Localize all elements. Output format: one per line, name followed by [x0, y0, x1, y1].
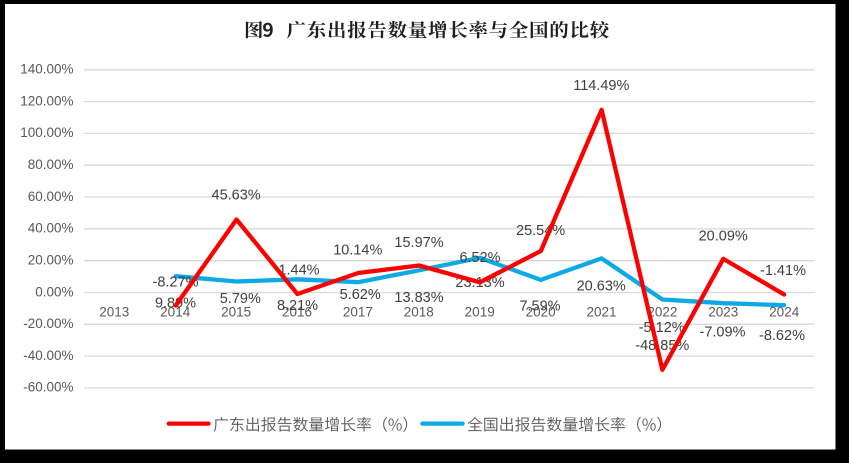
svg-text:100.00%: 100.00%	[20, 125, 73, 140]
svg-text:2017: 2017	[343, 305, 373, 320]
svg-text:2021: 2021	[586, 305, 616, 320]
svg-text:20.09%: 20.09%	[699, 229, 748, 245]
svg-text:10.14%: 10.14%	[333, 243, 382, 259]
svg-text:25.54%: 25.54%	[516, 223, 565, 239]
svg-text:2023: 2023	[708, 305, 738, 320]
svg-text:2019: 2019	[465, 305, 495, 320]
svg-text:1.44%: 1.44%	[278, 262, 319, 278]
svg-text:80.00%: 80.00%	[28, 157, 74, 172]
svg-text:-60.00%: -60.00%	[23, 380, 73, 395]
svg-text:-7.09%: -7.09%	[700, 324, 746, 340]
svg-text:2014: 2014	[160, 305, 191, 320]
svg-text:13.83%: 13.83%	[394, 290, 443, 306]
svg-text:2015: 2015	[221, 305, 251, 320]
svg-text:6.52%: 6.52%	[459, 250, 500, 266]
svg-text:2013: 2013	[99, 305, 129, 320]
svg-text:40.00%: 40.00%	[28, 221, 74, 236]
svg-text:5.62%: 5.62%	[340, 287, 381, 303]
svg-text:2018: 2018	[404, 305, 434, 320]
svg-text:-1.41%: -1.41%	[760, 263, 806, 279]
svg-text:-20.00%: -20.00%	[23, 316, 73, 331]
svg-text:-40.00%: -40.00%	[23, 348, 73, 363]
svg-text:20.63%: 20.63%	[577, 279, 626, 295]
svg-text:20.00%: 20.00%	[28, 253, 74, 268]
svg-text:0.00%: 0.00%	[35, 284, 73, 299]
svg-text:2016: 2016	[282, 305, 312, 320]
svg-text:2024: 2024	[769, 305, 800, 320]
svg-text:7.59%: 7.59%	[519, 298, 560, 314]
svg-text:5.79%: 5.79%	[220, 291, 261, 307]
svg-text:140.00%: 140.00%	[20, 62, 73, 77]
svg-text:60.00%: 60.00%	[28, 189, 74, 204]
svg-text:-5.12%: -5.12%	[639, 320, 685, 336]
svg-text:-48.85%: -48.85%	[635, 338, 689, 354]
svg-text:114.49%: 114.49%	[573, 78, 629, 94]
svg-text:2020: 2020	[526, 305, 556, 320]
svg-text:120.00%: 120.00%	[20, 93, 73, 108]
svg-text:8.21%: 8.21%	[277, 298, 318, 314]
svg-text:2022: 2022	[647, 305, 677, 320]
svg-text:15.97%: 15.97%	[394, 235, 443, 251]
svg-text:45.63%: 45.63%	[212, 187, 261, 203]
svg-text:-8.62%: -8.62%	[759, 328, 805, 344]
